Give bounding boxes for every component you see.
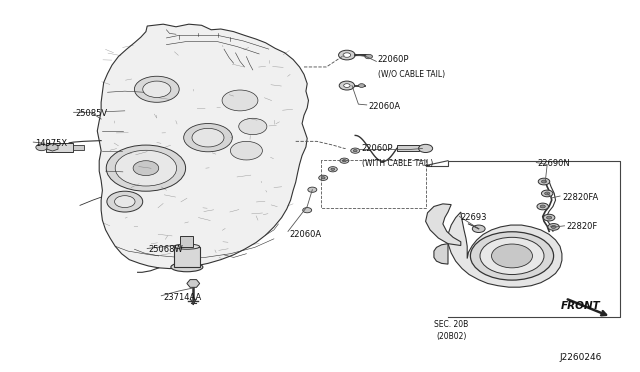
Text: SEC. 20B: SEC. 20B xyxy=(434,320,468,329)
Text: FRONT: FRONT xyxy=(561,301,600,311)
Circle shape xyxy=(538,178,550,185)
Ellipse shape xyxy=(174,244,200,249)
Circle shape xyxy=(106,145,186,191)
Text: 22060P: 22060P xyxy=(362,144,393,153)
Circle shape xyxy=(551,225,556,228)
Circle shape xyxy=(107,191,143,212)
Ellipse shape xyxy=(171,263,203,272)
Text: (W/O CABLE TAIL): (W/O CABLE TAIL) xyxy=(378,70,445,79)
Circle shape xyxy=(321,177,325,179)
Circle shape xyxy=(548,224,559,230)
Circle shape xyxy=(342,160,346,162)
Circle shape xyxy=(319,175,328,180)
Circle shape xyxy=(328,167,337,172)
Polygon shape xyxy=(426,204,461,246)
Text: (WITH CABLE TAIL): (WITH CABLE TAIL) xyxy=(362,159,433,168)
Circle shape xyxy=(472,225,485,232)
Circle shape xyxy=(541,180,547,183)
Text: 14975X: 14975X xyxy=(35,139,67,148)
Circle shape xyxy=(340,158,349,163)
Circle shape xyxy=(540,205,545,208)
Circle shape xyxy=(133,161,159,176)
Bar xyxy=(46,143,73,152)
Circle shape xyxy=(303,208,312,213)
Circle shape xyxy=(353,150,357,152)
Text: 22693: 22693 xyxy=(461,213,487,222)
Circle shape xyxy=(541,190,553,197)
Text: 22060P: 22060P xyxy=(378,55,409,64)
Bar xyxy=(174,247,200,267)
Circle shape xyxy=(115,196,135,208)
Circle shape xyxy=(192,128,224,147)
Bar xyxy=(397,145,419,151)
Text: 22820FA: 22820FA xyxy=(562,193,598,202)
Polygon shape xyxy=(97,24,308,269)
Circle shape xyxy=(343,53,351,57)
Circle shape xyxy=(545,192,550,195)
Text: 22690N: 22690N xyxy=(538,159,570,168)
Bar xyxy=(180,236,193,247)
Circle shape xyxy=(543,214,555,221)
Text: (20B02): (20B02) xyxy=(436,332,467,341)
Circle shape xyxy=(308,187,317,192)
Circle shape xyxy=(419,144,433,153)
Polygon shape xyxy=(448,212,562,287)
Circle shape xyxy=(344,84,350,87)
Circle shape xyxy=(358,84,365,87)
Circle shape xyxy=(134,76,179,102)
Text: J2260246: J2260246 xyxy=(559,353,602,362)
Text: 22820F: 22820F xyxy=(566,222,598,231)
Circle shape xyxy=(351,148,360,153)
Text: 23714AA: 23714AA xyxy=(163,293,202,302)
Circle shape xyxy=(36,144,47,151)
Polygon shape xyxy=(187,280,200,287)
Circle shape xyxy=(547,216,552,219)
Circle shape xyxy=(115,150,177,186)
Bar xyxy=(73,145,84,150)
Circle shape xyxy=(365,54,372,59)
Text: 22060A: 22060A xyxy=(289,230,321,239)
Circle shape xyxy=(239,118,267,135)
Circle shape xyxy=(480,237,544,275)
Circle shape xyxy=(339,81,355,90)
Circle shape xyxy=(470,232,554,280)
Circle shape xyxy=(537,203,548,210)
Circle shape xyxy=(143,81,171,97)
Text: 22060A: 22060A xyxy=(368,102,400,110)
Polygon shape xyxy=(47,144,58,151)
Circle shape xyxy=(222,90,258,111)
Circle shape xyxy=(339,50,355,60)
Circle shape xyxy=(492,244,532,268)
Circle shape xyxy=(230,141,262,160)
Text: 25085V: 25085V xyxy=(76,109,108,118)
Circle shape xyxy=(331,168,335,170)
Polygon shape xyxy=(434,244,448,264)
Circle shape xyxy=(184,124,232,152)
Text: 25068W: 25068W xyxy=(148,245,183,254)
